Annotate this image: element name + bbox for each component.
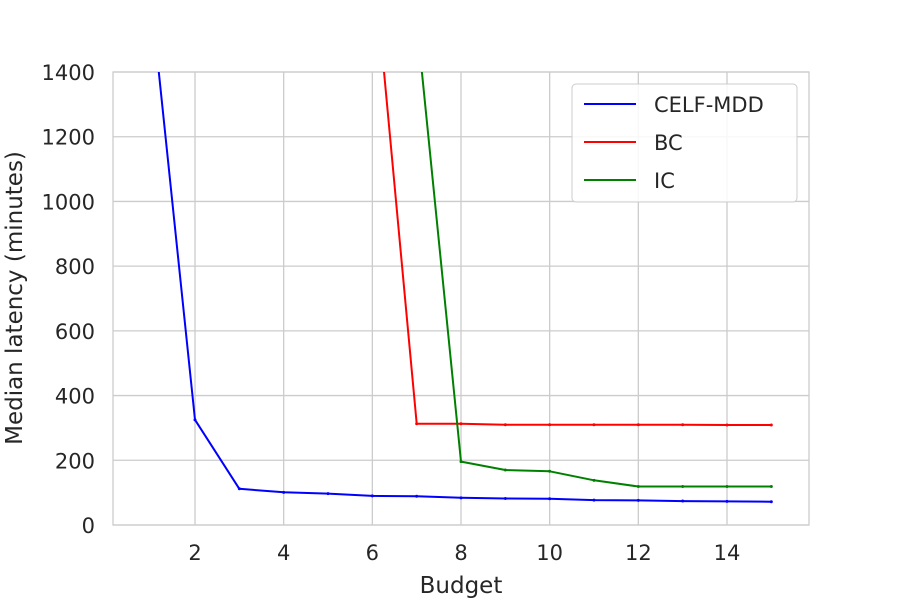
x-tick-label: 8 bbox=[454, 541, 467, 565]
x-tick-label: 6 bbox=[366, 541, 379, 565]
data-point-bc bbox=[681, 423, 685, 427]
x-tick-label: 14 bbox=[714, 541, 741, 565]
data-point-celf-mdd bbox=[193, 418, 197, 422]
legend-box bbox=[571, 83, 798, 203]
y-tick-label: 1400 bbox=[42, 61, 95, 85]
data-point-bc bbox=[503, 423, 507, 427]
data-point-ic bbox=[636, 484, 640, 488]
data-point-ic bbox=[681, 484, 685, 488]
data-point-ic bbox=[592, 478, 596, 482]
y-tick-label: 0 bbox=[82, 514, 95, 538]
data-point-ic bbox=[725, 484, 729, 488]
y-tick-label: 400 bbox=[55, 385, 95, 409]
data-point-celf-mdd bbox=[282, 490, 286, 494]
legend-label-bc: BC bbox=[654, 131, 683, 155]
plot-frame bbox=[112, 71, 810, 526]
data-point-celf-mdd bbox=[415, 494, 419, 498]
legend-label-ic: IC bbox=[654, 169, 675, 193]
data-point-bc bbox=[459, 422, 463, 426]
data-point-bc bbox=[548, 423, 552, 427]
data-point-celf-mdd bbox=[725, 499, 729, 503]
y-axis-label: Median latency (minutes) bbox=[2, 151, 28, 445]
data-point-celf-mdd bbox=[326, 492, 330, 496]
data-point-celf-mdd bbox=[548, 497, 552, 501]
data-point-bc bbox=[592, 423, 596, 427]
x-axis-label: Budget bbox=[420, 573, 503, 599]
legend-label-celf-mdd: CELF-MDD bbox=[654, 93, 764, 117]
y-tick-label: 600 bbox=[55, 320, 95, 344]
x-tick-label: 10 bbox=[536, 541, 563, 565]
x-tick-label: 12 bbox=[625, 541, 652, 565]
data-point-celf-mdd bbox=[459, 496, 463, 500]
data-point-bc bbox=[636, 423, 640, 427]
y-tick-label: 800 bbox=[55, 255, 95, 279]
data-point-ic bbox=[415, 19, 418, 22]
data-point-ic bbox=[503, 468, 507, 472]
data-point-celf-mdd bbox=[503, 496, 507, 500]
data-point-ic bbox=[459, 460, 463, 464]
data-point-bc bbox=[769, 423, 773, 427]
y-tick-labels: 0 200 400 600 800 1000 1200 1400 bbox=[42, 61, 95, 538]
data-point-celf-mdd bbox=[769, 500, 773, 504]
data-point-celf-mdd bbox=[592, 498, 596, 502]
data-point-celf-mdd bbox=[636, 498, 640, 502]
data-point-celf-mdd bbox=[370, 494, 374, 498]
series-line-bc bbox=[383, 72, 772, 426]
legend: CELF-MDD BC IC bbox=[571, 83, 798, 203]
x-tick-label: 2 bbox=[188, 541, 201, 565]
y-tick-label: 200 bbox=[55, 449, 95, 473]
data-point-ic bbox=[548, 469, 552, 473]
data-point-bc bbox=[725, 423, 729, 427]
series-layer bbox=[157, 19, 773, 504]
data-point-celf-mdd bbox=[237, 487, 241, 491]
data-point-bc bbox=[415, 422, 419, 426]
y-tick-label: 1200 bbox=[42, 126, 95, 150]
data-point-ic bbox=[769, 484, 773, 488]
x-tick-labels: 2 4 6 8 10 12 14 bbox=[188, 541, 740, 565]
data-point-celf-mdd bbox=[681, 499, 685, 503]
y-tick-label: 1000 bbox=[42, 190, 95, 214]
x-tick-label: 4 bbox=[277, 541, 290, 565]
